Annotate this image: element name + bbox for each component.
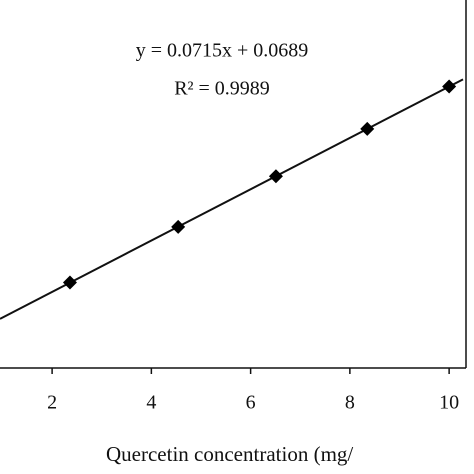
data-point xyxy=(360,121,375,136)
x-tick-label: 2 xyxy=(47,392,57,414)
x-tick-label: 4 xyxy=(146,392,156,414)
equation: y = 0.0715x + 0.0689 xyxy=(136,40,309,62)
x-tick-label: 8 xyxy=(345,392,355,414)
data-point xyxy=(171,219,186,234)
x-tick-label: 6 xyxy=(246,392,256,414)
data-point xyxy=(62,275,77,290)
trendline xyxy=(0,78,464,320)
r-squared: R² = 0.9989 xyxy=(174,78,270,100)
x-axis-label: Quercetin concentration (mg/ xyxy=(106,442,353,466)
data-point xyxy=(442,79,457,94)
data-point xyxy=(268,169,283,184)
x-tick-label: 10 xyxy=(439,392,459,414)
